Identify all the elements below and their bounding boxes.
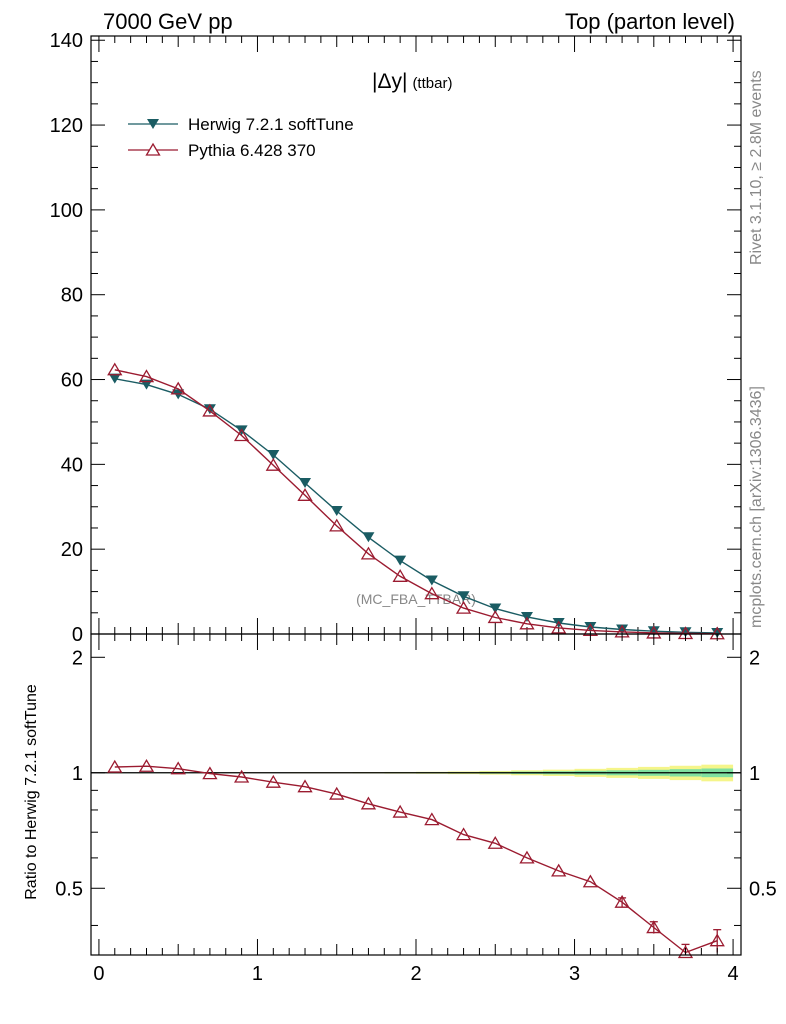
main-y-tick-label: 80 — [61, 285, 83, 307]
herwig-point — [362, 532, 375, 543]
ratio-pythia-point — [551, 863, 567, 877]
pythia-point — [551, 620, 567, 634]
ratio-pythia-point — [233, 769, 250, 783]
herwig-point — [679, 627, 692, 638]
ratio-pythia-point — [455, 827, 472, 841]
ratio-x-tick-label: 0 — [93, 963, 104, 985]
herwig-point — [203, 404, 216, 415]
legend-herwig-label: Herwig 7.2.1 softTune — [188, 115, 354, 134]
herwig-point — [425, 575, 438, 586]
pythia-point — [170, 381, 186, 395]
ratio-pythia-line — [114, 765, 718, 954]
analysis-watermark: (MC_FBA_TTBAR) — [356, 591, 476, 607]
ratio-pythia-point — [170, 761, 186, 775]
legend: Herwig 7.2.1 softTune Pythia 6.428 370 — [128, 115, 354, 160]
ratio-series-group — [107, 758, 725, 959]
pythia-point — [107, 362, 123, 376]
pythia-point — [233, 428, 250, 442]
header-right: Top (parton level) — [565, 9, 735, 34]
ratio-pythia-point — [646, 920, 662, 934]
ratio-pythia-point — [614, 894, 630, 908]
ratio-panel: 0.5 0.5 1 1 2 2 0 1 2 3 4 Ratio to Herwig 7.2.1 s… — [23, 633, 777, 985]
ratio-x-tick-label: 1 — [252, 963, 263, 985]
herwig-point — [108, 373, 121, 384]
plot-title-main: |Δy| — [372, 70, 407, 93]
ratio-pythia-point — [392, 804, 408, 818]
ratio-pythia-point — [519, 850, 535, 864]
ratio-pythia-point — [107, 759, 123, 773]
ratio-y-label: Ratio to Herwig 7.2.1 softTune — [23, 684, 40, 900]
ratio-pythia-point — [677, 945, 694, 959]
ratio-y-tick-label: 1 — [72, 763, 83, 785]
main-y-tick-label: 20 — [61, 539, 83, 561]
plot-title: |Δy| (ttbar) — [372, 70, 452, 93]
main-y-axis: 0 20 40 60 80 100 120 140 — [50, 30, 741, 646]
main-y-tick-label: 120 — [50, 115, 83, 137]
legend-herwig-marker — [147, 119, 159, 129]
legend-pythia-label: Pythia 6.428 370 — [188, 141, 316, 160]
main-y-tick-label: 100 — [50, 200, 83, 222]
ratio-pythia-point — [709, 933, 725, 947]
pythia-point — [455, 600, 472, 614]
pythia-point — [329, 518, 345, 532]
header-left: 7000 GeV pp — [103, 9, 233, 34]
herwig-point — [584, 622, 597, 633]
pythia-point — [297, 488, 313, 501]
plot-title-sub: (ttbar) — [412, 75, 452, 92]
herwig-point — [489, 603, 502, 614]
herwig-point — [457, 591, 470, 602]
ratio-frame — [90, 633, 742, 956]
ratio-pythia-point — [138, 758, 155, 772]
main-y-tick-label: 60 — [61, 370, 83, 392]
ratio-pythia-point — [360, 796, 377, 810]
ratio-y-tick-label: 2 — [72, 647, 83, 669]
herwig-point — [330, 506, 343, 517]
pythia-point — [392, 569, 408, 582]
herwig-point — [616, 624, 629, 635]
herwig-point — [647, 626, 660, 637]
ratio-pythia-point — [265, 774, 281, 788]
pythia-point — [360, 546, 377, 560]
main-series-group — [107, 362, 725, 640]
main-y-tick-label: 40 — [61, 454, 83, 476]
ratio-x-axis: 0 1 2 3 4 — [93, 634, 739, 985]
pythia-point — [487, 610, 503, 624]
ratio-pythia-point — [487, 836, 503, 849]
pythia-point — [265, 457, 281, 471]
ratio-x-tick-label: 3 — [569, 963, 580, 985]
rivet-version-label: Rivet 3.1.10, ≥ 2.8M events — [748, 70, 765, 265]
pythia-point — [519, 616, 535, 630]
ratio-x-tick-label: 4 — [728, 963, 739, 985]
ratio-pythia-point — [329, 786, 345, 800]
herwig-point — [267, 450, 280, 461]
mcplots-reference-label: mcplots.cern.ch [arXiv:1306.3436] — [748, 386, 765, 628]
pythia-point — [202, 403, 218, 417]
main-y-tick-label: 0 — [72, 624, 83, 646]
legend-pythia-marker — [145, 142, 161, 156]
ratio-pythia-point — [297, 779, 313, 793]
herwig-point — [394, 555, 407, 566]
ratio-pythia-point — [424, 812, 440, 826]
ratio-y-tick-label-right: 0.5 — [749, 878, 777, 900]
main-panel: 0 20 40 60 80 100 120 140 |Δy| (ttbar) (MC_FBA_T… — [50, 30, 742, 646]
pythia-point — [138, 369, 155, 383]
herwig-point — [299, 478, 312, 489]
ratio-y-tick-label: 0.5 — [55, 878, 83, 900]
main-y-tick-label: 140 — [50, 30, 83, 52]
ratio-y-tick-label-right: 1 — [749, 763, 760, 785]
ratio-y-axis: 0.5 0.5 1 1 2 2 — [55, 647, 777, 926]
ratio-y-tick-label-right: 2 — [749, 647, 760, 669]
pythia-point — [424, 586, 440, 600]
ratio-pythia-point — [202, 766, 218, 780]
ratio-pythia-point — [582, 874, 599, 888]
herwig-point — [711, 627, 724, 638]
ratio-x-tick-label: 2 — [410, 963, 421, 985]
